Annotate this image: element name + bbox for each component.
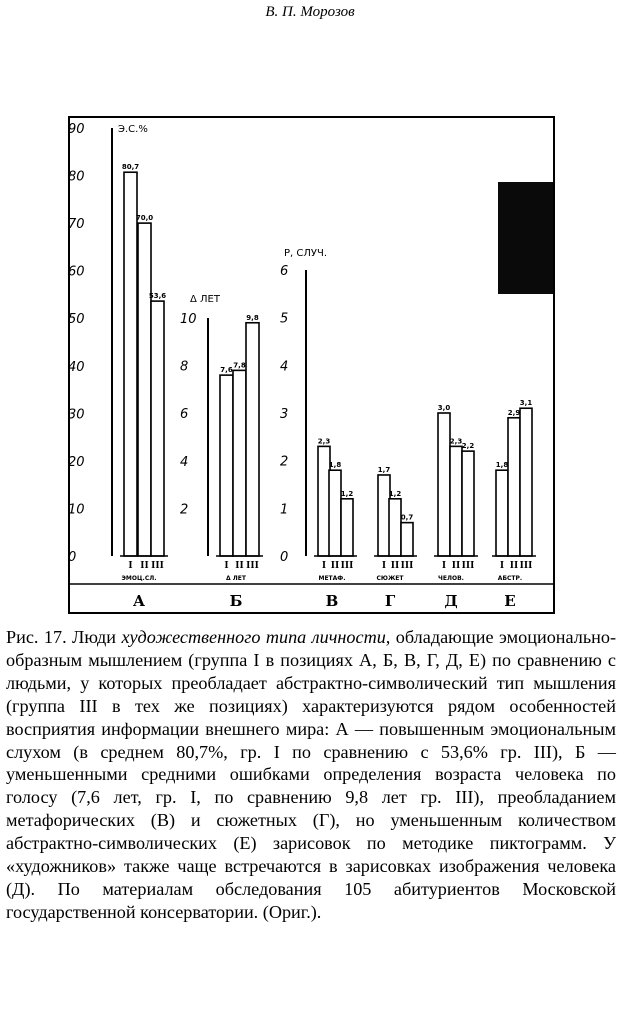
bar <box>245 321 260 557</box>
caption-italic: художественного типа личности, <box>121 627 391 647</box>
category-label: I <box>500 561 504 571</box>
group-label: МЕТАФ. <box>318 575 345 582</box>
bar <box>507 416 521 557</box>
tick-label: 1 <box>280 502 288 517</box>
panel-letter-Б: Б <box>230 592 243 610</box>
category-label: I <box>442 561 446 571</box>
bar-value-label: 3,0 <box>438 404 451 412</box>
tick-label: 4 <box>280 359 288 374</box>
category-label: III <box>462 561 475 571</box>
category-label: I <box>322 561 326 571</box>
category-label: II <box>510 561 518 571</box>
figure-caption: Рис. 17. Люди художественного типа лично… <box>6 626 616 924</box>
bar-value-label: 0,7 <box>401 514 414 522</box>
bar-value-label: 1,2 <box>389 490 402 498</box>
tick-label: 30 <box>68 407 85 422</box>
bar-value-label: 2,2 <box>462 442 475 450</box>
tick-label: 2 <box>280 455 288 470</box>
tick-label: 5 <box>280 312 288 327</box>
category-label: III <box>341 561 354 571</box>
panel-letter-В: В <box>326 592 339 610</box>
bar <box>340 497 354 557</box>
axis-title-Б: Δ ЛЕТ <box>190 294 221 305</box>
bar <box>137 222 152 557</box>
category-label: I <box>382 561 386 571</box>
tick-label: 6 <box>180 407 188 422</box>
panel-letter-Е: Е <box>504 592 515 610</box>
bar-value-label: 70,0 <box>136 214 153 222</box>
category-label: III <box>520 561 533 571</box>
tick-label: 20 <box>68 455 85 470</box>
bar-value-label: 1,2 <box>341 490 354 498</box>
tick-label: 90 <box>68 122 85 137</box>
tick-label: 50 <box>68 312 85 327</box>
tick-label: 60 <box>68 265 85 280</box>
category-label: II <box>391 561 399 571</box>
bar-value-label: 7,8 <box>233 361 246 369</box>
tick-label: 0 <box>280 550 288 565</box>
bar <box>219 374 234 557</box>
caption-prefix: Рис. 17. Люди <box>6 627 122 647</box>
bar-value-label: 2,3 <box>318 437 331 445</box>
bar <box>437 412 451 557</box>
category-label: II <box>235 561 243 571</box>
bar-value-label: 2,9 <box>508 409 521 417</box>
figure-frame <box>68 116 555 614</box>
category-label: II <box>140 561 148 571</box>
bar-value-label: 53,6 <box>149 292 166 300</box>
bar-value-label: 1,8 <box>496 461 509 469</box>
category-label: II <box>331 561 339 571</box>
bar <box>123 171 138 557</box>
category-label: I <box>224 561 228 571</box>
bar-value-label: 1,7 <box>378 466 391 474</box>
running-title: В. П. Морозов <box>265 4 355 20</box>
group-label: АБСТР. <box>498 575 522 582</box>
group-label: СЮЖЕТ <box>377 575 405 582</box>
bar-value-label: 2,3 <box>450 437 463 445</box>
category-label: III <box>401 561 414 571</box>
group-label: Δ ЛЕТ <box>226 575 247 582</box>
tick-label: 70 <box>68 217 85 232</box>
panel-letter-А: А <box>133 592 146 610</box>
group-label: ЧЕЛОВ. <box>438 575 464 582</box>
figure-17: 0 10 20 30 40 50 60 70 80 90 Э.С.% 80,7 I 70,0 II 53,6 I… <box>68 116 555 616</box>
bar-value-label: 3,1 <box>520 399 533 407</box>
bar <box>150 300 165 557</box>
bar-value-label: 9,8 <box>246 314 259 322</box>
bar <box>495 469 509 557</box>
tick-label: 4 <box>180 455 188 470</box>
bar <box>519 407 533 557</box>
bar-value-label: 80,7 <box>122 163 139 171</box>
group-label: ЭМОЦ.СЛ. <box>122 575 157 582</box>
tick-label: 80 <box>68 170 85 185</box>
bar <box>328 469 342 557</box>
bar <box>388 497 402 557</box>
bar <box>400 521 414 557</box>
panel-letter-Д: Д <box>444 592 457 610</box>
scan-artifact <box>498 182 553 294</box>
axis-title-В: Р, СЛУЧ. <box>284 248 327 259</box>
axis-title-А: Э.С.% <box>118 124 148 135</box>
tick-label: 40 <box>68 360 85 375</box>
bar <box>461 450 475 557</box>
bar-value-label: 7,6 <box>220 366 233 374</box>
tick-label: 0 <box>68 550 76 565</box>
tick-label: 8 <box>180 360 188 375</box>
bar-value-label: 1,8 <box>329 461 342 469</box>
caption-body: обладающие эмоционально-образным мышлени… <box>6 627 617 922</box>
panel-letter-Г: Г <box>385 592 396 610</box>
tick-label: 2 <box>180 502 188 517</box>
category-label: III <box>246 561 259 571</box>
bar <box>232 369 247 557</box>
bar <box>449 445 463 557</box>
category-label: II <box>452 561 460 571</box>
category-label: III <box>151 561 164 571</box>
tick-label: 10 <box>180 312 197 327</box>
tick-label: 6 <box>280 264 288 279</box>
tick-label: 3 <box>280 407 288 422</box>
category-label: I <box>128 561 132 571</box>
tick-label: 10 <box>68 502 85 517</box>
